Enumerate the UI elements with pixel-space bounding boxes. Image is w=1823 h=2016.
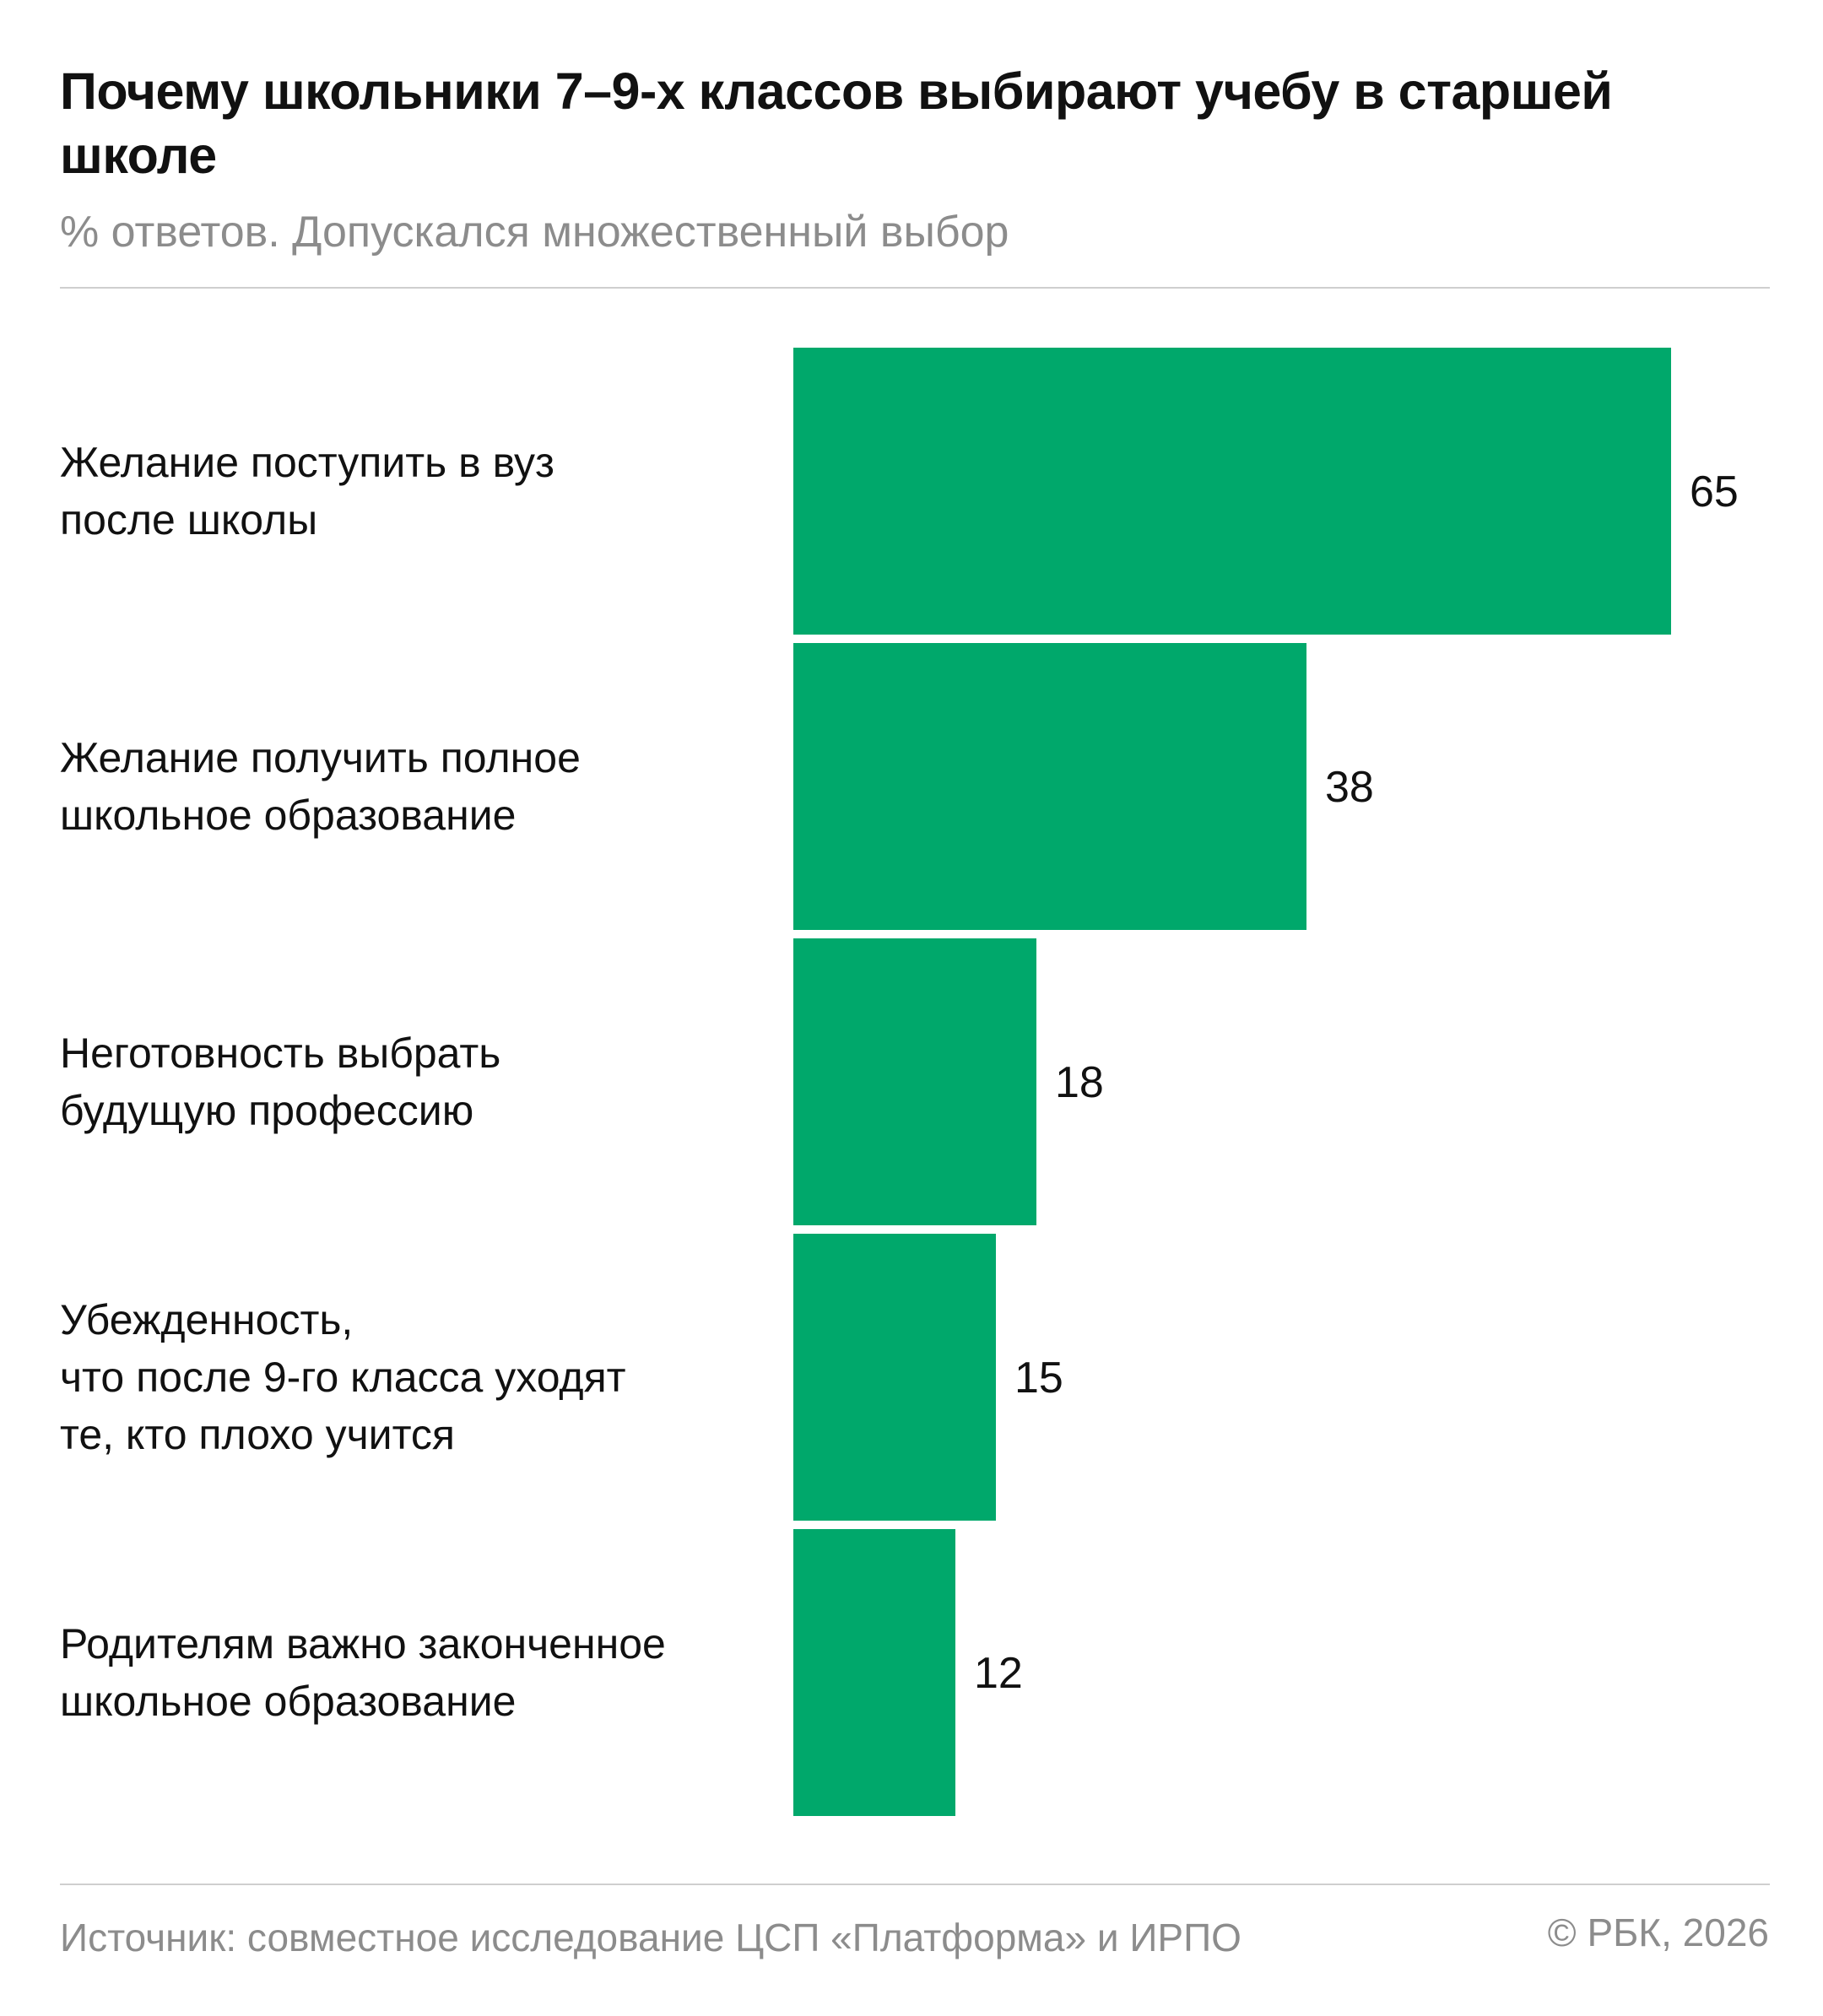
chart-subtitle: % ответов. Допускался множественный выбо… [60, 208, 1009, 257]
bar-4 [793, 1234, 996, 1521]
category-label-3: Неготовность выбрать будущую профессию [60, 1030, 501, 1134]
value-label-1: 65 [1690, 468, 1739, 516]
source-note: Источник: совместное исследование ЦСП «П… [60, 1916, 1241, 1959]
bar-5 [793, 1529, 955, 1816]
category-label-5: Родителям важно законченное школьное обр… [60, 1620, 666, 1725]
category-label-4: Убежденность, что после 9-го класса уход… [60, 1296, 626, 1458]
value-label-2: 38 [1325, 763, 1374, 812]
category-label-1: Желание поступить в вуз после школы [60, 439, 554, 543]
value-label-5: 12 [974, 1649, 1023, 1698]
bar-3 [793, 938, 1036, 1225]
value-label-3: 18 [1055, 1058, 1104, 1107]
value-label-4: 15 [1014, 1354, 1063, 1403]
chart-title: Почему школьники 7–9-х классов выбирают … [60, 62, 1613, 184]
copyright: © РБК, 2026 [1547, 1911, 1769, 1954]
category-label-2: Желание получить полное школьное образов… [60, 734, 581, 839]
bar-chart: 65 38 18 15 12 [793, 348, 1739, 1816]
bar-1 [793, 348, 1671, 635]
top-divider [60, 287, 1770, 289]
bottom-divider [60, 1884, 1770, 1885]
bar-2 [793, 643, 1306, 930]
